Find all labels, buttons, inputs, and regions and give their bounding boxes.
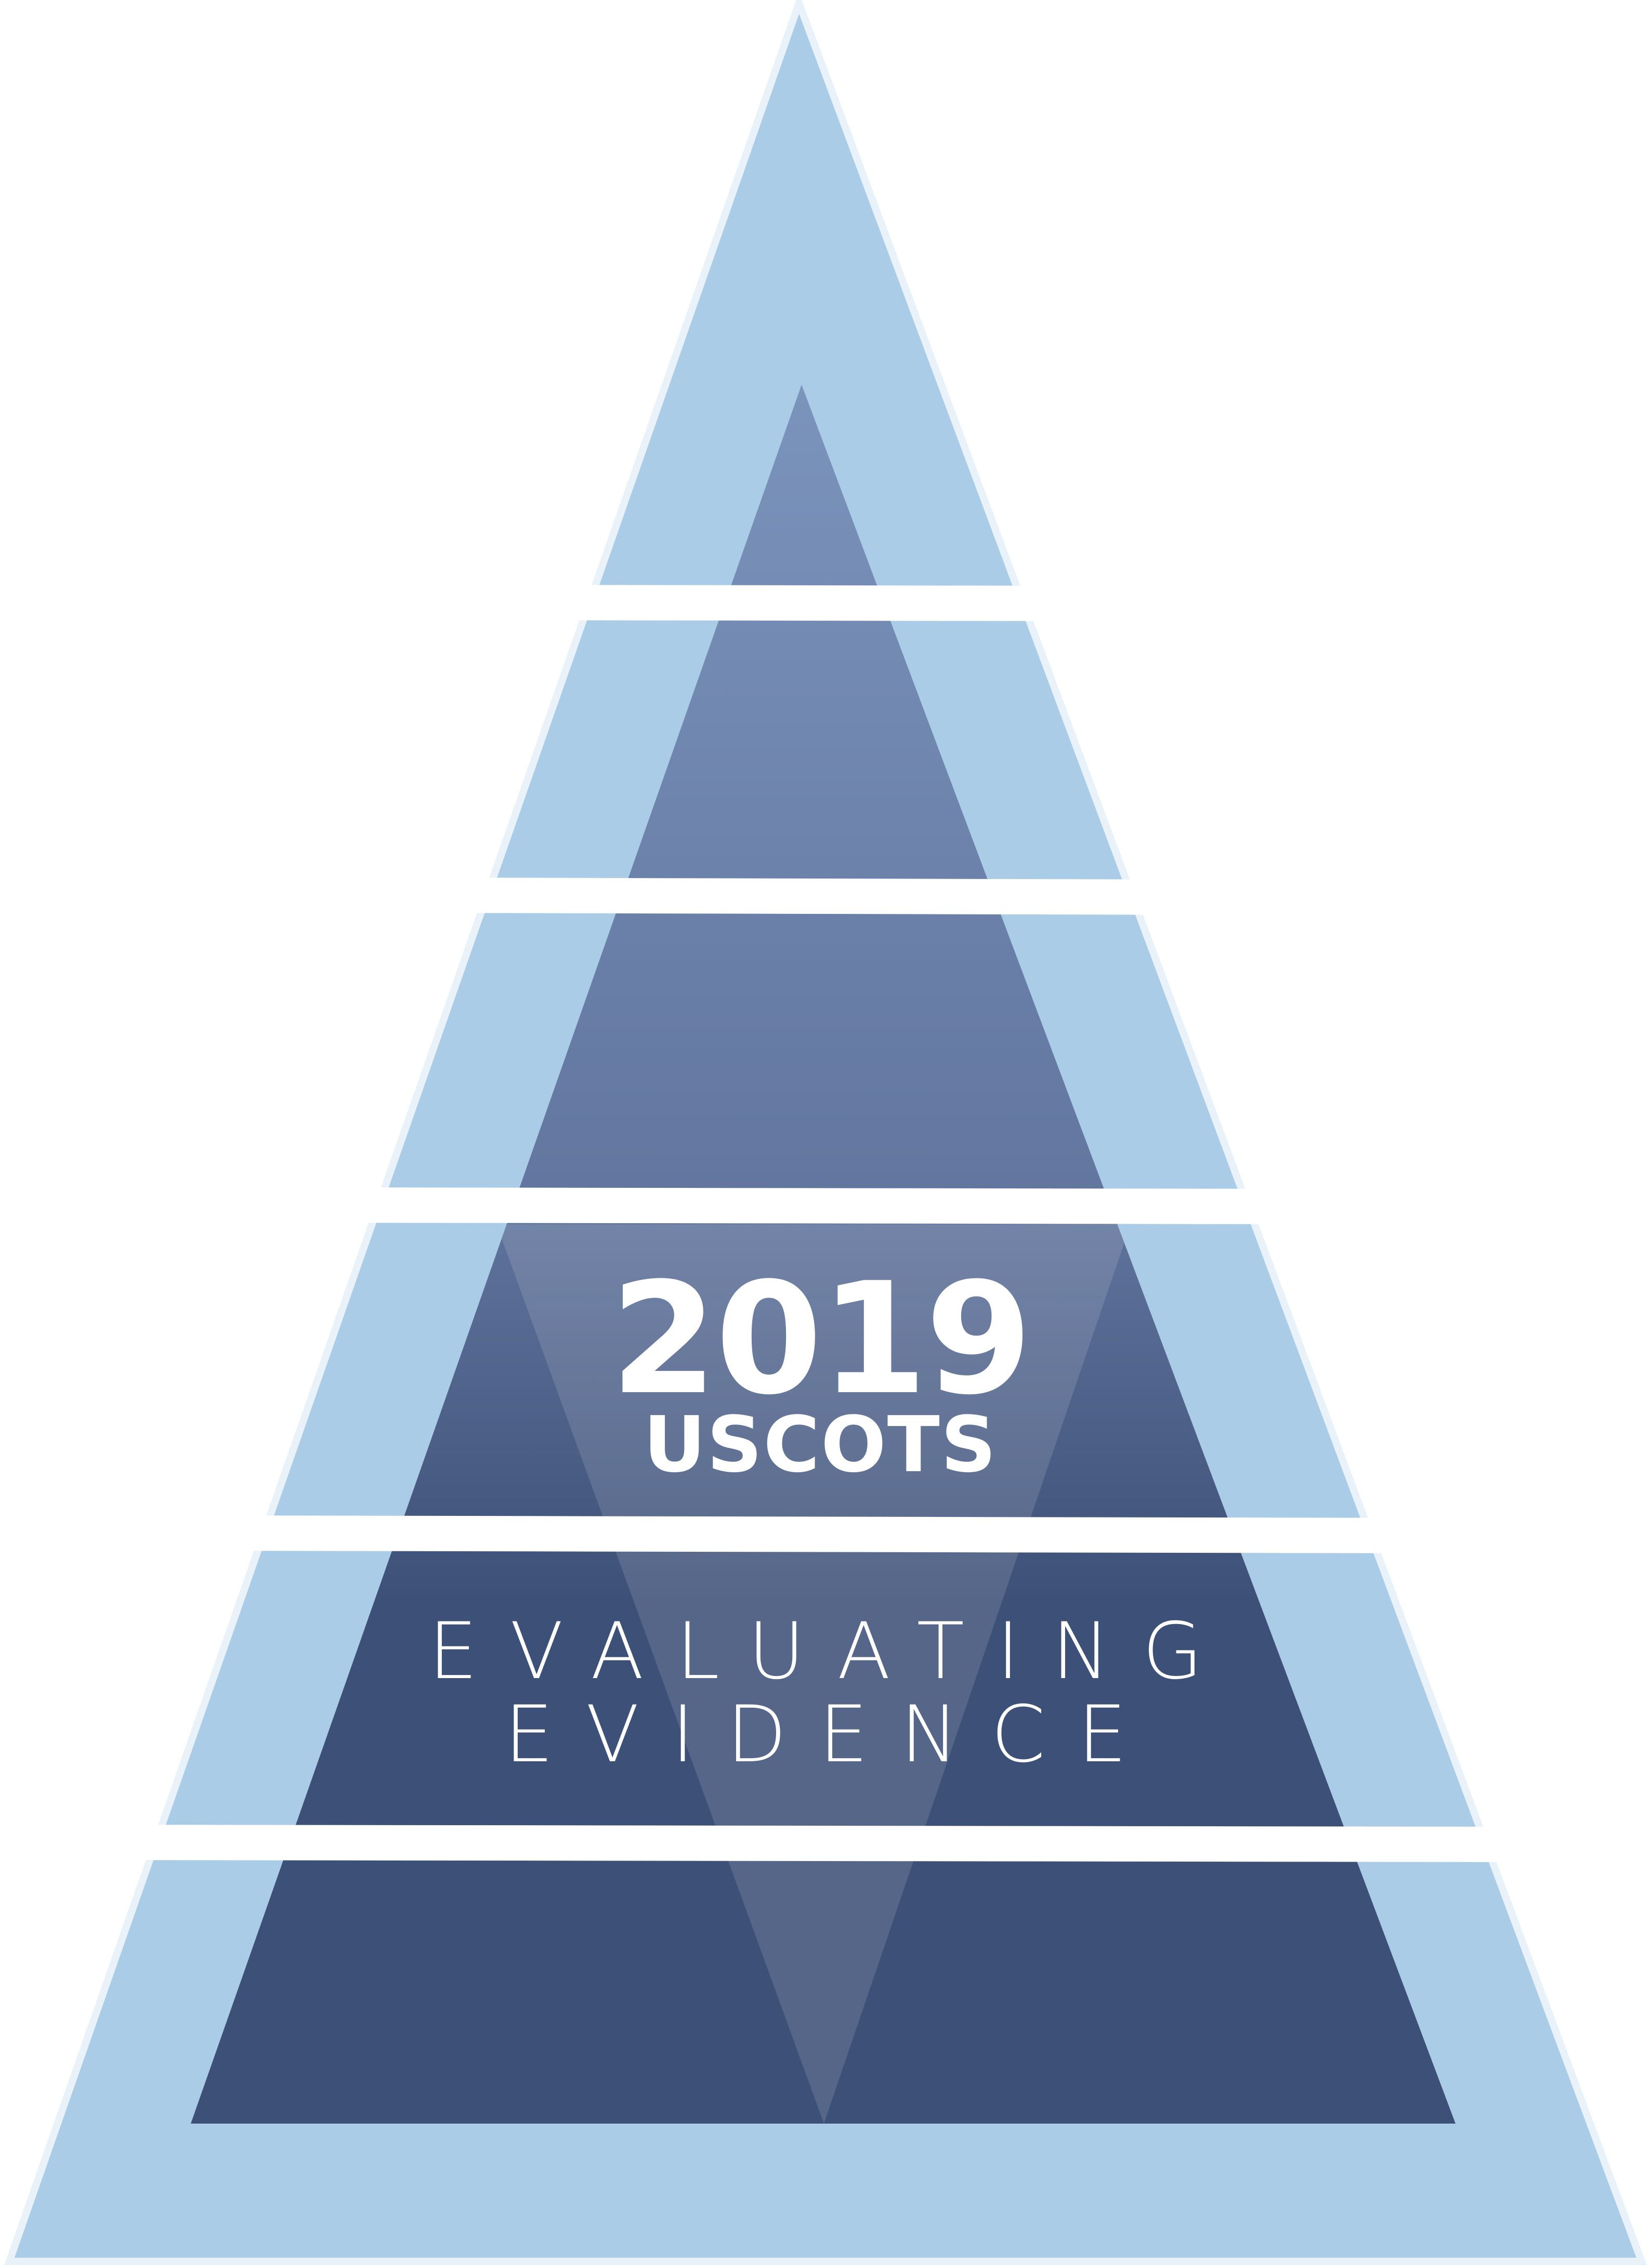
stripe-4 xyxy=(208,1515,1435,1553)
stripe-3 xyxy=(312,1187,1331,1224)
separator-stripes xyxy=(104,585,1539,1862)
stripe-1 xyxy=(520,585,1123,621)
theme-line-1: EVALUATING xyxy=(428,1606,1235,1697)
year-label: 2019 xyxy=(610,1249,1030,1429)
theme-line-2: EVIDENCE xyxy=(504,1690,1159,1780)
stripe-5 xyxy=(104,1825,1539,1862)
inverted-triangle xyxy=(496,1224,1131,2124)
inner-pyramid xyxy=(191,385,1456,2124)
stripe-2 xyxy=(416,878,1227,915)
organization-label: USCOTS xyxy=(644,1400,998,1489)
